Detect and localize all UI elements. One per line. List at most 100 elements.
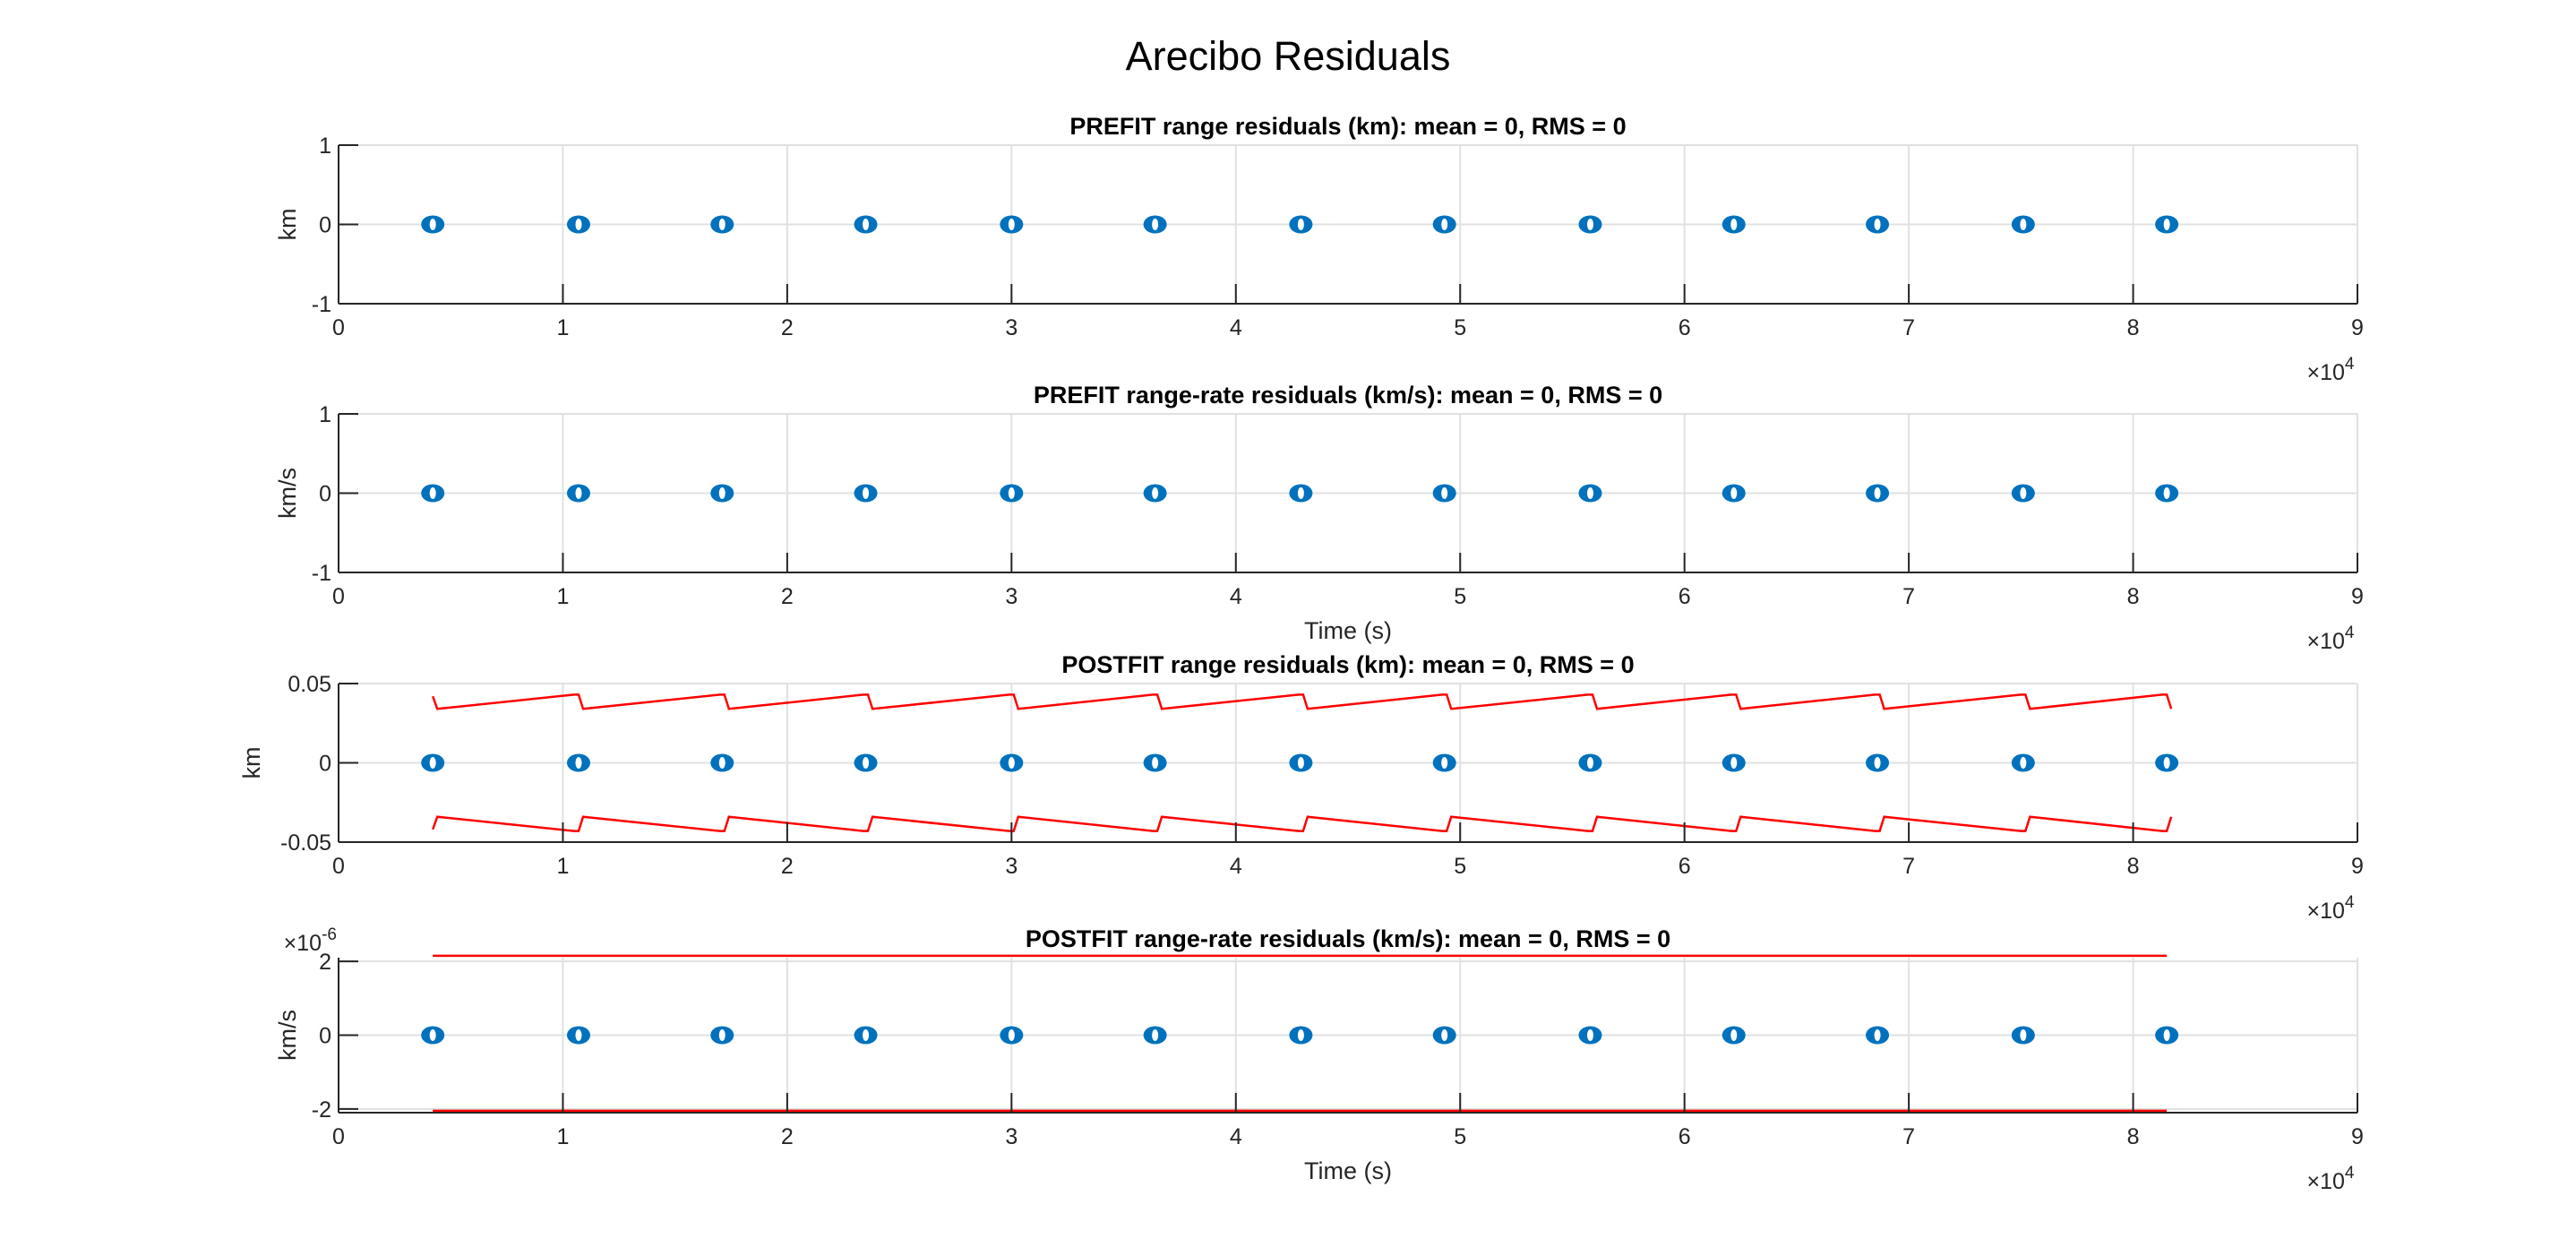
- x-tick-label: 4: [1230, 1124, 1242, 1149]
- y-exponent-label: ×10-6: [284, 925, 337, 956]
- y-tick-label: 0: [319, 752, 331, 777]
- data-point-marker-center: [429, 1029, 436, 1041]
- data-point: [710, 484, 734, 503]
- data-point: [1866, 1026, 1890, 1045]
- x-tick-label: 7: [1902, 1124, 1915, 1149]
- data-point: [2011, 1026, 2035, 1045]
- data-point: [1866, 753, 1890, 772]
- data-point: [566, 1026, 590, 1045]
- y-tick-label: 2: [319, 950, 331, 975]
- data-point: [1289, 484, 1313, 503]
- y-tick-label: -2: [312, 1097, 331, 1123]
- data-point-marker-center: [2020, 757, 2027, 769]
- x-tick-label: 0: [332, 584, 345, 609]
- data-point-marker-center: [863, 757, 870, 769]
- x-tick-label: 5: [1454, 315, 1466, 340]
- data-point-marker-center: [1297, 487, 1304, 499]
- x-tick-label: 1: [556, 1124, 569, 1149]
- data-point-marker-center: [1874, 1029, 1881, 1041]
- x-exponent-label: ×104: [2307, 355, 2355, 385]
- data-point: [1866, 484, 1890, 503]
- data-point-marker-center: [718, 1029, 726, 1041]
- data-point: [2155, 215, 2179, 234]
- x-tick-label: 3: [1005, 854, 1018, 879]
- data-point-marker-center: [2020, 219, 2027, 230]
- data-point: [421, 1026, 445, 1045]
- x-tick-label: 9: [2351, 854, 2364, 879]
- data-point-marker-center: [863, 219, 870, 230]
- y-exponent-power: -6: [322, 925, 337, 944]
- data-point-marker-center: [1441, 757, 1448, 769]
- data-point: [1000, 484, 1024, 503]
- data-point: [2011, 215, 2035, 234]
- x-tick-label: 1: [556, 315, 569, 340]
- data-point: [2155, 1026, 2179, 1045]
- data-point: [2155, 753, 2179, 772]
- data-point: [421, 215, 445, 234]
- data-point: [1432, 1026, 1456, 1045]
- data-point: [566, 484, 590, 503]
- y-tick-label: 1: [319, 133, 331, 159]
- data-point: [566, 215, 590, 234]
- x-tick-label: 8: [2127, 584, 2140, 609]
- x-exponent-label: ×104: [2307, 1164, 2355, 1194]
- x-tick-label: 3: [1005, 315, 1018, 340]
- data-point-marker-center: [863, 1029, 870, 1041]
- data-point-marker-center: [1152, 1029, 1159, 1041]
- x-tick-label: 4: [1230, 854, 1242, 879]
- data-point: [710, 1026, 734, 1045]
- data-point-marker-center: [2163, 219, 2170, 230]
- y-tick-label: 0: [319, 1024, 331, 1049]
- x-exponent-power: 4: [2345, 1164, 2355, 1183]
- data-point: [1866, 215, 1890, 234]
- data-point-marker-center: [2163, 1029, 2170, 1041]
- x-axis-label: Time (s): [1304, 1157, 1392, 1184]
- x-tick-label: 2: [781, 1124, 794, 1149]
- x-tick-label: 6: [1679, 1124, 1691, 1149]
- y-axis-label: km: [274, 209, 301, 241]
- subplot-4: 0 1 2 3 4 5 6 7 8 9-202×104×10-6 POSTFIT range-rat…: [274, 925, 2364, 1194]
- data-point: [1578, 1026, 1602, 1045]
- data-point: [1578, 753, 1602, 772]
- data-point: [1289, 1026, 1313, 1045]
- x-tick-label: 2: [781, 315, 794, 340]
- data-point-marker-center: [718, 219, 726, 230]
- bound-line: [432, 815, 2173, 832]
- x-tick-label: 9: [2351, 315, 2364, 340]
- x-exponent-base: ×10: [2307, 899, 2345, 924]
- data-point: [710, 753, 734, 772]
- x-tick-label: 2: [781, 854, 794, 879]
- data-point: [566, 753, 590, 772]
- data-point-marker-center: [1297, 1029, 1304, 1041]
- x-tick-label: 8: [2127, 854, 2140, 879]
- x-tick-label: 1: [556, 854, 569, 879]
- data-point-marker-center: [575, 487, 582, 499]
- data-point-marker-center: [575, 1029, 582, 1041]
- x-tick-label: 1: [556, 584, 569, 609]
- data-point: [1432, 215, 1456, 234]
- x-exponent-power: 4: [2345, 893, 2355, 912]
- x-tick-label: 2: [781, 584, 794, 609]
- data-point-marker-center: [1441, 1029, 1448, 1041]
- data-point: [1000, 215, 1024, 234]
- data-point-marker-center: [718, 487, 726, 499]
- data-point-marker-center: [1874, 757, 1881, 769]
- x-exponent-label: ×104: [2307, 624, 2355, 654]
- y-exponent-base: ×10: [284, 931, 322, 956]
- subplot-title: POSTFIT range residuals (km): mean = 0, …: [1061, 651, 1634, 678]
- data-point-marker-center: [429, 219, 436, 230]
- data-point-marker-center: [1152, 487, 1159, 499]
- y-axis-label: km/s: [274, 1010, 301, 1061]
- x-exponent-base: ×10: [2307, 629, 2345, 654]
- data-point: [1143, 1026, 1167, 1045]
- x-tick-label: 9: [2351, 584, 2364, 609]
- data-point-marker-center: [1730, 219, 1738, 230]
- data-point: [1578, 215, 1602, 234]
- x-tick-label: 6: [1679, 584, 1691, 609]
- y-tick-label: 0: [319, 482, 331, 507]
- data-point-marker-center: [1441, 487, 1448, 499]
- data-point: [1289, 753, 1313, 772]
